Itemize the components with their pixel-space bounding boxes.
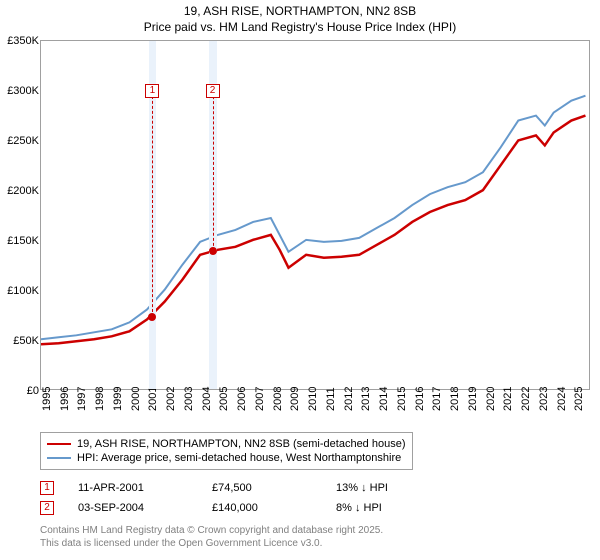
x-axis-tick: 1995 <box>41 387 53 411</box>
x-axis-tick: 2015 <box>396 387 408 411</box>
x-axis-tick: 1996 <box>59 387 71 411</box>
marker-guideline <box>213 91 214 251</box>
x-axis-tick: 2003 <box>183 387 195 411</box>
transaction-delta: 13% ↓ HPI <box>336 482 388 494</box>
x-axis-tick: 2011 <box>325 387 337 411</box>
y-axis-tick: £200K <box>1 185 39 197</box>
y-axis-tick: £350K <box>1 35 39 47</box>
legend-box: 19, ASH RISE, NORTHAMPTON, NN2 8SB (semi… <box>40 432 413 470</box>
transaction-price: £74,500 <box>212 482 312 494</box>
x-axis-tick: 2000 <box>130 387 142 411</box>
x-axis-tick: 2009 <box>289 387 301 411</box>
marker-label: 2 <box>206 84 220 98</box>
y-axis-tick: £150K <box>1 235 39 247</box>
chart-lines <box>41 41 589 389</box>
x-axis-tick: 1998 <box>94 387 106 411</box>
transaction-delta: 8% ↓ HPI <box>336 502 382 514</box>
x-axis-tick: 2016 <box>414 387 426 411</box>
marker-guideline <box>152 91 153 317</box>
marker-label: 1 <box>145 84 159 98</box>
marker-dot <box>148 313 156 321</box>
x-axis-tick: 2020 <box>485 387 497 411</box>
x-axis-tick: 2007 <box>254 387 266 411</box>
footer-line2: This data is licensed under the Open Gov… <box>40 537 590 550</box>
legend-row: HPI: Average price, semi-detached house,… <box>47 451 406 465</box>
y-axis-tick: £250K <box>1 135 39 147</box>
legend-row: 19, ASH RISE, NORTHAMPTON, NN2 8SB (semi… <box>47 437 406 451</box>
x-axis-tick: 2025 <box>573 387 585 411</box>
x-axis-tick: 2019 <box>467 387 479 411</box>
x-axis-tick: 2014 <box>378 387 390 411</box>
transaction-price: £140,000 <box>212 502 312 514</box>
x-axis-tick: 2012 <box>343 387 355 411</box>
transaction-marker: 2 <box>40 501 54 515</box>
transaction-marker: 1 <box>40 481 54 495</box>
x-axis-tick: 2018 <box>449 387 461 411</box>
x-axis-tick: 2006 <box>236 387 248 411</box>
footer-line1: Contains HM Land Registry data © Crown c… <box>40 524 590 537</box>
legend-swatch <box>47 457 71 459</box>
x-axis-tick: 2005 <box>218 387 230 411</box>
transaction-date: 11-APR-2001 <box>78 482 188 494</box>
legend-label: HPI: Average price, semi-detached house,… <box>77 452 401 464</box>
legend-label: 19, ASH RISE, NORTHAMPTON, NN2 8SB (semi… <box>77 438 406 450</box>
x-axis-tick: 2024 <box>556 387 568 411</box>
chart-title: 19, ASH RISE, NORTHAMPTON, NN2 8SB Price… <box>0 0 600 35</box>
x-axis-tick: 2022 <box>520 387 532 411</box>
transaction-table: 1 11-APR-2001 £74,500 13% ↓ HPI 2 03-SEP-2004… <box>40 478 590 518</box>
legend-and-data: 19, ASH RISE, NORTHAMPTON, NN2 8SB (semi… <box>40 432 590 550</box>
footer-attribution: Contains HM Land Registry data © Crown c… <box>40 524 590 550</box>
series-price_paid <box>41 116 585 345</box>
legend-swatch <box>47 443 71 445</box>
x-axis-tick: 2001 <box>147 387 159 411</box>
title-address: 19, ASH RISE, NORTHAMPTON, NN2 8SB <box>0 4 600 20</box>
x-axis-tick: 1999 <box>112 387 124 411</box>
transaction-row: 2 03-SEP-2004 £140,000 8% ↓ HPI <box>40 498 590 518</box>
y-axis-tick: £0 <box>1 385 39 397</box>
x-axis-tick: 2002 <box>165 387 177 411</box>
x-axis-tick: 2010 <box>307 387 319 411</box>
marker-dot <box>209 247 217 255</box>
transaction-row: 1 11-APR-2001 £74,500 13% ↓ HPI <box>40 478 590 498</box>
x-axis-tick: 2004 <box>201 387 213 411</box>
y-axis-tick: £50K <box>1 335 39 347</box>
x-axis-tick: 2017 <box>431 387 443 411</box>
chart-plot-area: £0£50K£100K£150K£200K£250K£300K£350K1995… <box>40 40 590 390</box>
x-axis-tick: 1997 <box>76 387 88 411</box>
x-axis-tick: 2021 <box>502 387 514 411</box>
x-axis-tick: 2023 <box>538 387 550 411</box>
transaction-date: 03-SEP-2004 <box>78 502 188 514</box>
x-axis-tick: 2008 <box>272 387 284 411</box>
x-axis-tick: 2013 <box>360 387 372 411</box>
title-subtitle: Price paid vs. HM Land Registry's House … <box>0 20 600 36</box>
y-axis-tick: £100K <box>1 285 39 297</box>
series-hpi <box>41 96 585 340</box>
y-axis-tick: £300K <box>1 85 39 97</box>
